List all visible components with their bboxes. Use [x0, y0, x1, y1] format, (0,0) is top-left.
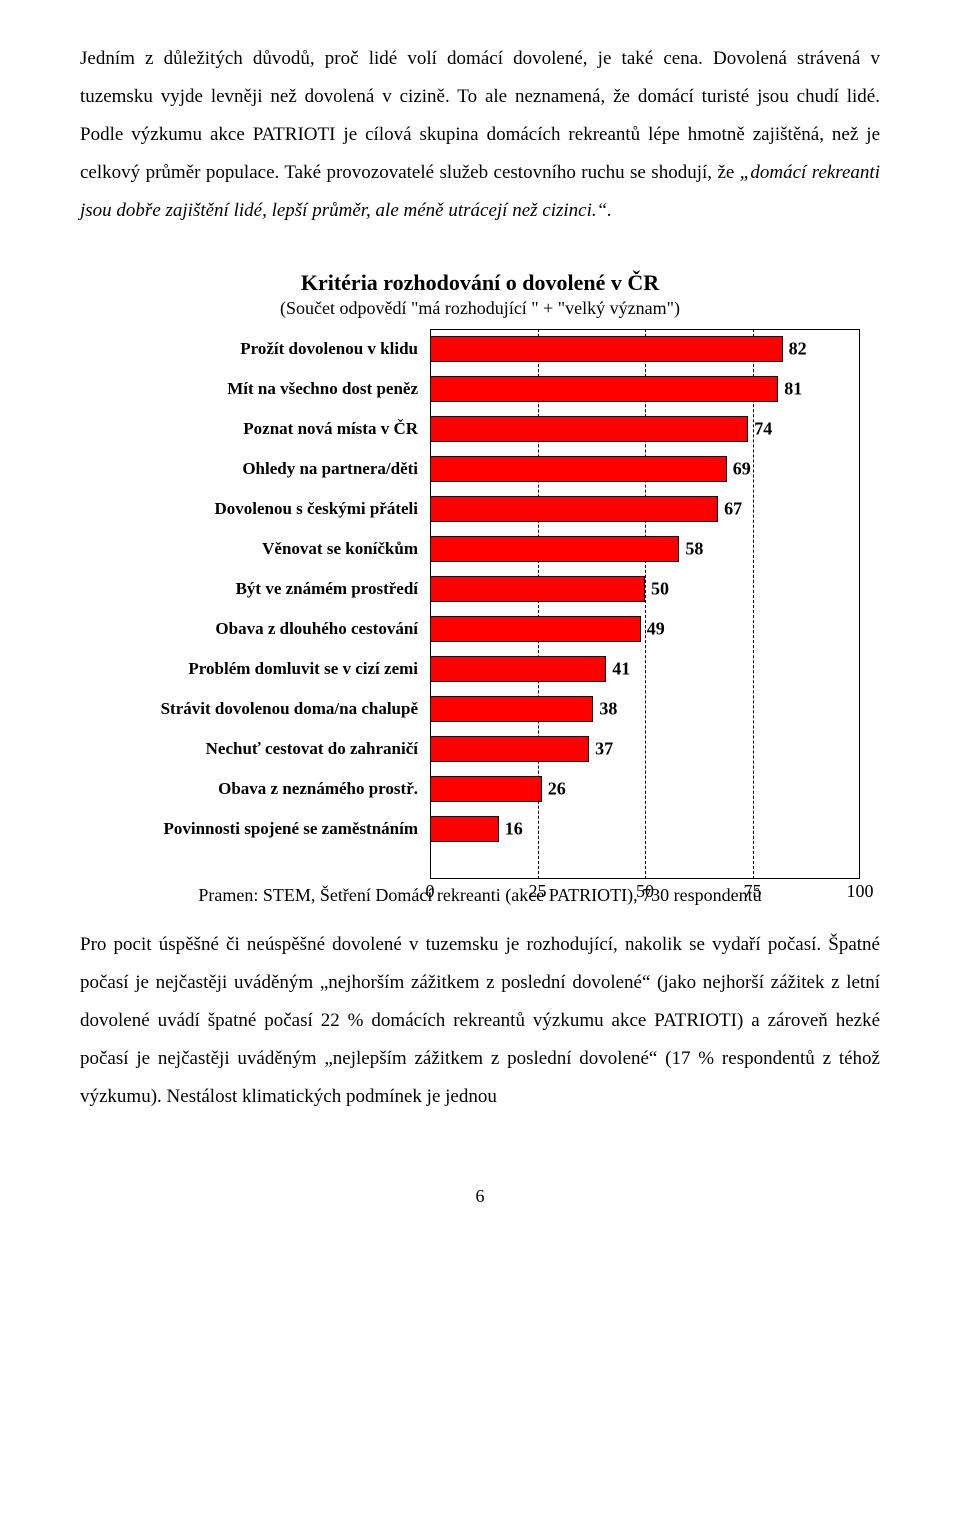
- chart-bar: [430, 656, 606, 682]
- chart-subtitle: (Součet odpovědí "má rozhodující " + "ve…: [100, 298, 860, 319]
- chart-bar-value: 41: [612, 659, 630, 680]
- x-tick-label: 100: [847, 881, 874, 902]
- chart-bar: [430, 496, 718, 522]
- chart-bar: [430, 376, 778, 402]
- chart-bar-row: 16: [430, 809, 860, 849]
- chart-bars-column: 82817469675850494138372616 0255075100: [430, 329, 860, 879]
- chart-bar-row: 50: [430, 569, 860, 609]
- chart-bar-value: 16: [505, 819, 523, 840]
- chart-bars-rows: 82 81 7469 67 58 50 49 41 38 37 26 16: [430, 329, 860, 849]
- chart-title: Kritéria rozhodování o dovolené v ČR: [100, 270, 860, 296]
- chart-bar-row: 67: [430, 489, 860, 529]
- chart-bar: [430, 576, 645, 602]
- chart-category-label: Obava z neznámého prostř.: [100, 769, 430, 809]
- chart-category-label: Strávit dovolenou doma/na chalupě: [100, 689, 430, 729]
- chart-bar: [430, 456, 727, 482]
- chart-bar: [430, 536, 679, 562]
- chart-bar-value: 74: [754, 419, 772, 440]
- chart-bar-row: 49: [430, 609, 860, 649]
- chart-plot: 82 81 7469 67 58 50 49 41 38 37 26 16: [430, 329, 860, 879]
- chart-category-label: Obava z dlouhého cestování: [100, 609, 430, 649]
- chart-bar-value: 58: [685, 539, 703, 560]
- chart-bar-value: 50: [651, 579, 669, 600]
- chart-bar-value: 69: [733, 459, 751, 480]
- chart-bar-row: 82: [430, 329, 860, 369]
- chart-bar-row: 41: [430, 649, 860, 689]
- chart-category-label: Být ve známém prostředí: [100, 569, 430, 609]
- chart-bar-row: 38: [430, 689, 860, 729]
- x-tick-label: 0: [426, 881, 435, 902]
- document-page: Jedním z důležitých důvodů, proč lidé vo…: [0, 0, 960, 1267]
- chart-bar: [430, 416, 748, 442]
- chart-bar-value: 82: [789, 339, 807, 360]
- chart-bar-value: 37: [595, 739, 613, 760]
- chart-bar-row: 74: [430, 409, 860, 449]
- chart-x-ticks: 0255075100: [430, 881, 860, 909]
- chart-category-label: Problém domluvit se v cizí zemi: [100, 649, 430, 689]
- chart-area: Prožít dovolenou v kliduMít na všechno d…: [100, 329, 860, 879]
- page-number: 6: [80, 1186, 880, 1207]
- chart-container: Kritéria rozhodování o dovolené v ČR (So…: [100, 270, 860, 906]
- chart-category-label: Nechuť cestovat do zahraničí: [100, 729, 430, 769]
- chart-bar: [430, 776, 542, 802]
- chart-bar: [430, 696, 593, 722]
- chart-category-label: Povinnosti spojené se zaměstnáním: [100, 809, 430, 849]
- chart-category-label: Mít na všechno dost peněz: [100, 369, 430, 409]
- paragraph-2: Pro pocit úspěšné či neúspěšné dovolené …: [80, 926, 880, 1116]
- x-tick-label: 75: [744, 881, 762, 902]
- chart-bar-row: 69: [430, 449, 860, 489]
- chart-bar: [430, 736, 589, 762]
- x-tick-label: 25: [529, 881, 547, 902]
- chart-category-label: Prožít dovolenou v klidu: [100, 329, 430, 369]
- chart-bar-value: 38: [599, 699, 617, 720]
- chart-category-label: Dovolenou s českými přáteli: [100, 489, 430, 529]
- chart-category-label: Věnovat se koníčkům: [100, 529, 430, 569]
- x-tick-label: 50: [636, 881, 654, 902]
- paragraph-1: Jedním z důležitých důvodů, proč lidé vo…: [80, 40, 880, 230]
- chart-bar: [430, 336, 783, 362]
- chart-category-label: Ohledy na partnera/děti: [100, 449, 430, 489]
- chart-bar-value: 67: [724, 499, 742, 520]
- chart-bar: [430, 616, 641, 642]
- chart-bar-value: 26: [548, 779, 566, 800]
- chart-bar: [430, 816, 499, 842]
- chart-bar-row: 81: [430, 369, 860, 409]
- chart-bar-row: 58: [430, 529, 860, 569]
- chart-labels-column: Prožít dovolenou v kliduMít na všechno d…: [100, 329, 430, 879]
- chart-bar-row: 37: [430, 729, 860, 769]
- chart-bar-value: 81: [784, 379, 802, 400]
- chart-bar-value: 49: [647, 619, 665, 640]
- chart-bar-row: 26: [430, 769, 860, 809]
- chart-category-label: Poznat nová místa v ČR: [100, 409, 430, 449]
